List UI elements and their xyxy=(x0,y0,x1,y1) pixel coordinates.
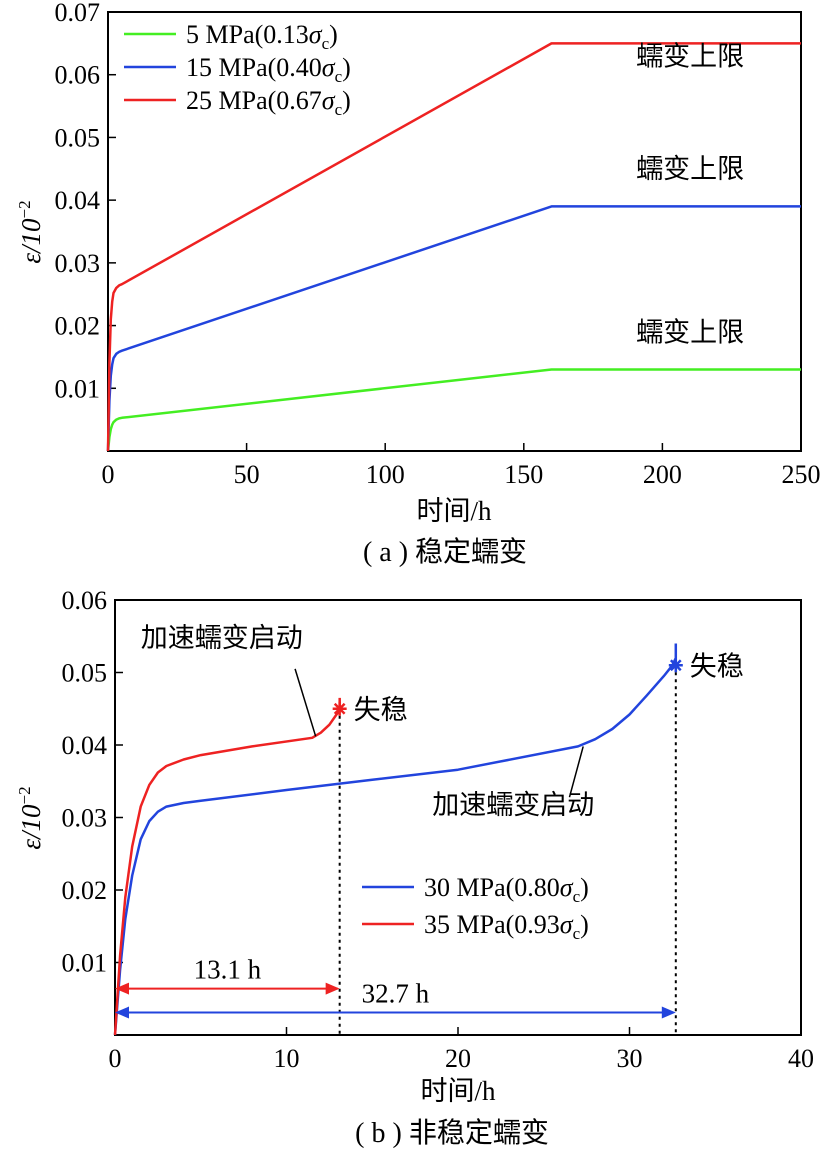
x-tick-label: 30 xyxy=(617,1044,643,1073)
x-tick-label: 20 xyxy=(445,1044,471,1073)
instability-star-stroke xyxy=(333,702,346,715)
legend-entry: 30 MPa(0.80σc) xyxy=(424,873,589,906)
legend-entry: 5 MPa(0.13σc) xyxy=(186,20,338,53)
chart-a-y-label: ε/10−2 xyxy=(15,200,46,263)
x-tick-label: 150 xyxy=(504,460,543,489)
duration-label: 13.1 h xyxy=(194,955,262,985)
y-tick-label: 0.06 xyxy=(62,586,108,615)
creep-limit-label: 蠕变上限 xyxy=(636,154,744,184)
y-tick-label: 0.04 xyxy=(55,186,101,215)
accel-creep-start-label: 加速蠕变启动 xyxy=(432,790,594,820)
x-tick-label: 0 xyxy=(109,1044,122,1073)
y-tick-label: 0.01 xyxy=(62,949,108,978)
series-line-1 xyxy=(113,697,341,1036)
chart-b-durations: 13.1 h 32.7 h xyxy=(115,955,676,1019)
series-line-0 xyxy=(113,643,678,1036)
chart-b-unstable-creep: 0.010.020.030.040.050.06 0 10 20 30 40 失稳失稳 … xyxy=(15,586,814,1149)
x-tick-label: 0 xyxy=(102,460,115,489)
chart-b-y-label: ε/10−2 xyxy=(15,786,46,849)
x-tick-label: 40 xyxy=(788,1044,814,1073)
legend-entry: 15 MPa(0.40σc) xyxy=(186,53,351,86)
y-tick-label: 0.07 xyxy=(55,0,101,27)
y-tick-label: 0.05 xyxy=(62,659,108,688)
y-tick-label: 0.05 xyxy=(55,123,101,152)
duration-arrowhead-right xyxy=(661,1006,676,1019)
chart-a-plot-frame xyxy=(107,11,802,452)
instability-star-stroke xyxy=(669,659,682,672)
x-tick-label: 50 xyxy=(234,460,260,489)
chart-a-caption: ( a ) 稳定蠕变 xyxy=(363,536,527,568)
x-tick-label: 100 xyxy=(366,460,405,489)
y-tick-label: 0.06 xyxy=(55,61,101,90)
chart-a-x-label: 时间/h xyxy=(416,496,492,526)
x-tick-label: 250 xyxy=(782,460,821,489)
duration-arrowhead-left xyxy=(115,982,129,995)
series-line-0 xyxy=(106,368,801,452)
y-tick-label: 0.03 xyxy=(62,804,108,833)
chart-b-legend: 30 MPa(0.80σc) 35 MPa(0.93σc) xyxy=(362,873,589,943)
accel-creep-pointer xyxy=(294,668,317,737)
x-tick-label: 200 xyxy=(643,460,682,489)
chart-b-instability-guides xyxy=(338,665,677,1035)
chart-b-x-label: 时间/h xyxy=(420,1076,496,1106)
chart-b-caption: ( b ) 非稳定蠕变 xyxy=(355,1117,549,1149)
chart-a-stable-creep: 0.01 0.02 0.03 0.04 0.05 0.06 0.07 0 50 100 150 20… xyxy=(15,0,821,568)
chart-b-y-axis: 0.01 0.02 0.03 0.04 0.05 0.06 xyxy=(62,586,123,978)
legend-entry: 35 MPa(0.93σc) xyxy=(424,910,589,943)
chart-b-series xyxy=(113,643,678,1036)
series-line-2 xyxy=(106,42,801,452)
accel-creep-pointer xyxy=(568,746,584,798)
creep-limit-label: 蠕变上限 xyxy=(636,317,744,347)
duration-arrowhead-left xyxy=(115,1006,129,1019)
y-tick-label: 0.04 xyxy=(62,731,108,760)
y-tick-label: 0.03 xyxy=(55,249,101,278)
x-tick-label: 10 xyxy=(274,1044,300,1073)
instability-label: 失稳 xyxy=(354,695,408,725)
duration-arrowhead-right xyxy=(325,982,340,995)
y-tick-label: 0.02 xyxy=(62,876,108,905)
y-tick-label: 0.02 xyxy=(55,312,101,341)
instability-label: 失稳 xyxy=(690,651,744,681)
legend-entry: 25 MPa(0.67σc) xyxy=(186,86,351,119)
creep-limit-label: 蠕变上限 xyxy=(636,41,744,71)
chart-b-x-axis: 0 10 20 30 40 xyxy=(109,1027,814,1073)
accel-creep-start-label: 加速蠕变启动 xyxy=(141,623,303,653)
y-tick-label: 0.01 xyxy=(55,374,101,403)
chart-a-legend: 5 MPa(0.13σc)15 MPa(0.40σc)25 MPa(0.67σc… xyxy=(124,20,351,119)
chart-a-y-axis: 0.01 0.02 0.03 0.04 0.05 0.06 0.07 xyxy=(55,0,116,403)
chart-a-x-axis: 0 50 100 150 200 250 xyxy=(102,443,821,489)
chart-a-series xyxy=(106,42,801,452)
duration-label: 32.7 h xyxy=(362,979,430,1009)
